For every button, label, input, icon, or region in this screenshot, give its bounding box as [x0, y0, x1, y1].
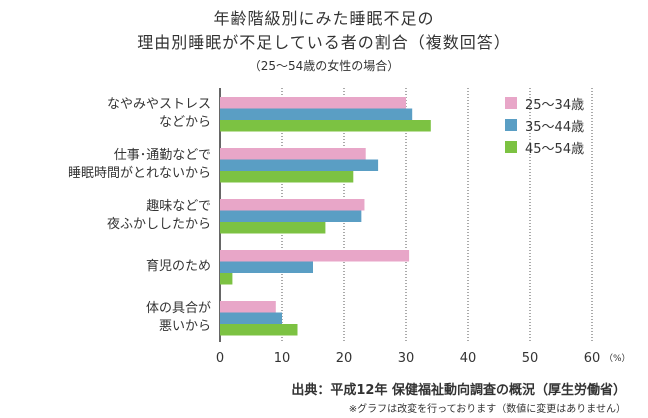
x-tick-label: 60 — [584, 351, 601, 366]
legend-swatch — [505, 119, 517, 131]
x-tick-label: 30 — [398, 351, 415, 366]
bar — [220, 273, 233, 285]
bar — [220, 250, 410, 262]
bar — [220, 210, 362, 222]
source-caption: 出典：平成12年 保健福祉動向調査の概況（厚生労働省） — [291, 383, 626, 398]
bar — [220, 301, 276, 313]
legend-swatch — [505, 97, 517, 109]
bar — [220, 324, 298, 336]
bar — [220, 171, 354, 183]
chart-title-line2: 理由別睡眠が不足している者の割合（複数回答） — [137, 33, 511, 52]
x-tick-label: 10 — [274, 351, 291, 366]
category-label: 体の具合が 悪いから — [145, 301, 211, 335]
bar — [220, 199, 365, 211]
chart-title-line1: 年齢階級別にみた睡眠不足の — [213, 9, 435, 28]
chart-subtitle: （25～54歳の女性の場合） — [248, 59, 400, 73]
legend-label: 45～54歳 — [525, 141, 585, 157]
legend: 25～34歳 35～44歳 45～54歳 — [505, 92, 584, 158]
x-unit-label: （%） — [604, 353, 631, 364]
x-tick-label: 40 — [460, 351, 477, 366]
category-label: 育児のため — [145, 259, 211, 275]
x-tick-label: 0 — [216, 351, 224, 366]
note-caption: ※グラフは改変を行っております（数値に変更はありません） — [348, 404, 626, 415]
bar — [220, 222, 326, 234]
x-tick-label: 50 — [522, 351, 539, 366]
category-label: 仕事･通勤などで 睡眠時間がとれないから — [67, 148, 211, 182]
category-label: なやみやストレス などから — [106, 97, 211, 131]
legend-item: 25～34歳 — [505, 92, 584, 114]
legend-swatch — [505, 141, 517, 153]
legend-item: 45～54歳 — [505, 136, 584, 158]
bar — [220, 312, 282, 324]
legend-item: 35～44歳 — [505, 114, 584, 136]
bar — [220, 261, 313, 273]
x-tick-label: 20 — [336, 351, 353, 366]
bar — [220, 120, 431, 132]
bar — [220, 97, 406, 109]
bar — [220, 159, 379, 171]
bar — [220, 108, 413, 120]
category-label: 趣味などで 夜ふかししたから — [106, 199, 211, 233]
legend-label: 25～34歳 — [525, 97, 585, 113]
bar — [220, 148, 366, 160]
legend-label: 35～44歳 — [525, 119, 585, 135]
